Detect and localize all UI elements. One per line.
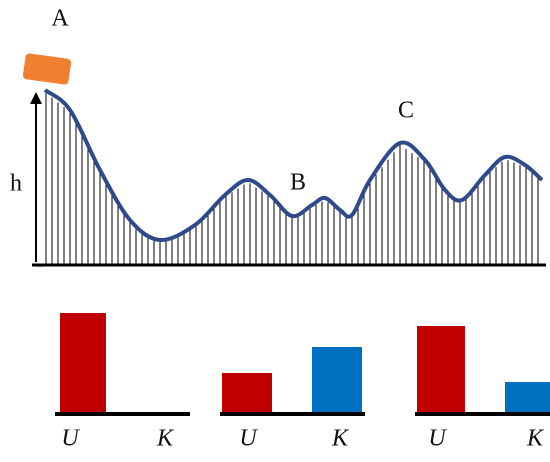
bar-label: U <box>428 426 447 452</box>
bar-label: U <box>239 426 258 452</box>
track <box>45 90 542 240</box>
diagram: A h B C U K U K U K <box>0 0 550 462</box>
arrow-head <box>30 92 42 104</box>
energy-bar <box>60 313 106 413</box>
energy-bar <box>312 347 362 413</box>
label-h: h <box>10 171 22 197</box>
label-a: A <box>51 6 69 32</box>
bar-label: K <box>156 426 175 452</box>
bar-label: K <box>331 426 350 452</box>
label-b: B <box>290 170 306 196</box>
bar-label: K <box>526 426 545 452</box>
energy-bar <box>222 373 272 413</box>
label-c: C <box>398 98 414 124</box>
energy-bar <box>417 326 465 413</box>
energy-bar <box>505 382 550 413</box>
cart <box>22 53 71 85</box>
bar-label: U <box>61 426 80 452</box>
